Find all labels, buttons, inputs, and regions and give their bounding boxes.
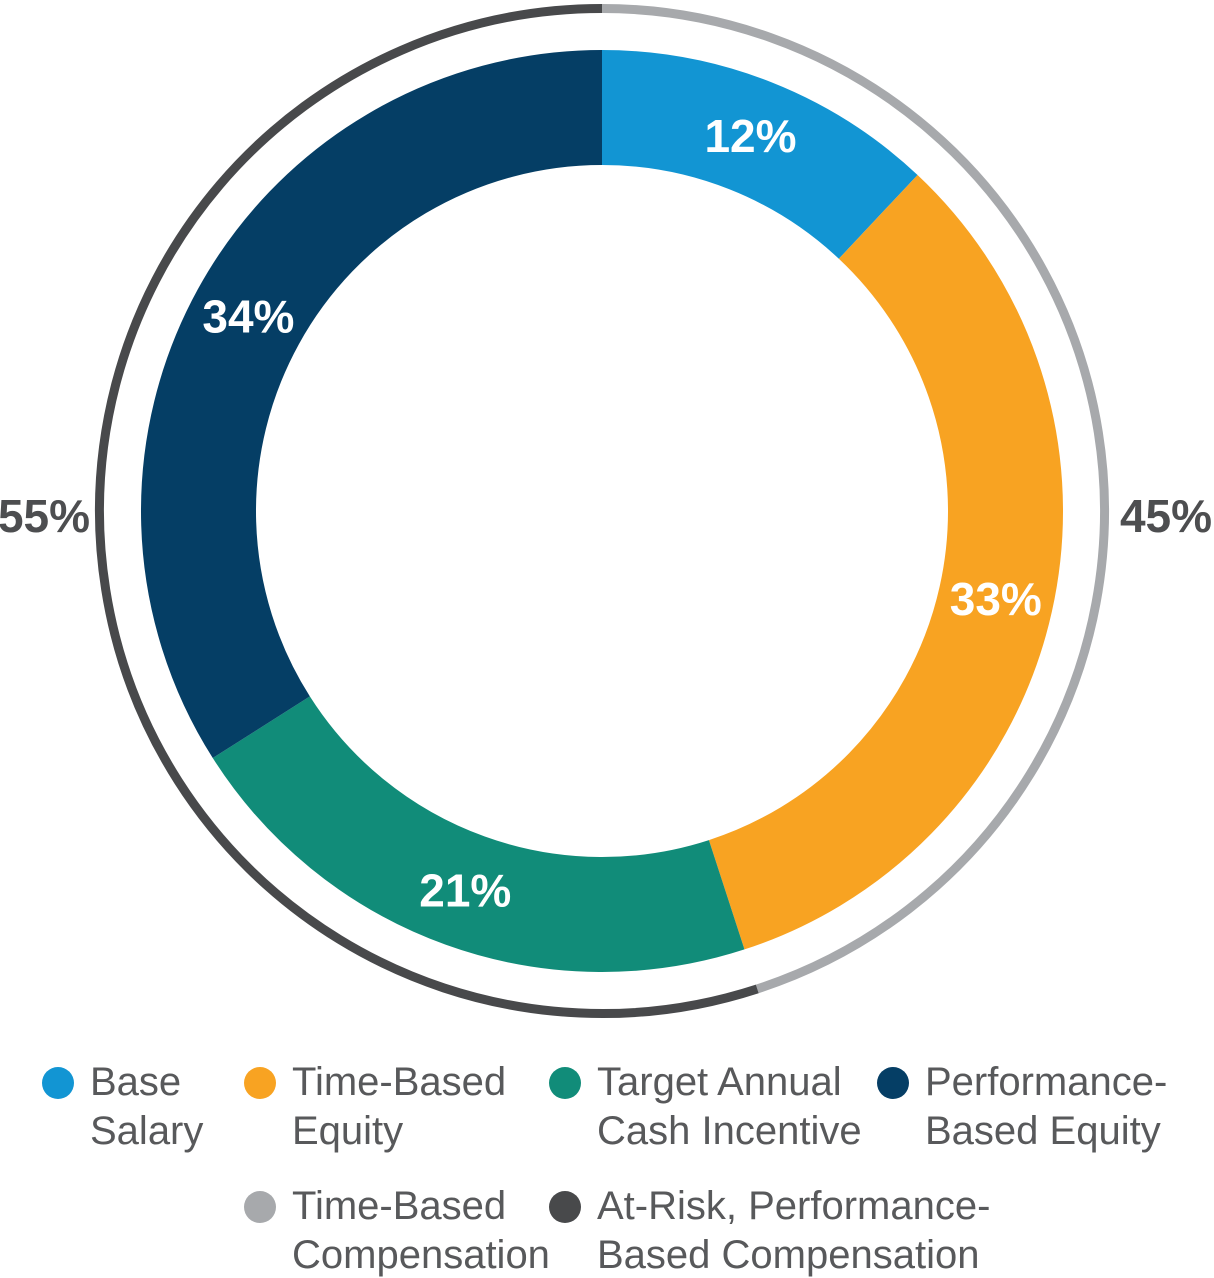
outer-ring-segment-0 — [601, 4, 1109, 994]
legend-swatch-time-based-compensation-icon — [244, 1191, 276, 1223]
legend-swatch-at-risk-performance-based-compensation-icon — [549, 1191, 581, 1223]
legend-item-at-risk-performance-based-compensation: At-Risk, Performance- Based Compensation — [549, 1182, 990, 1278]
legend-label-time-based-equity-line2: Equity — [292, 1109, 404, 1153]
legend-label-time-based-compensation-line1: Time-Based — [292, 1184, 507, 1228]
legend-label-target-annual-cash-incentive-line1: Target Annual — [597, 1060, 842, 1104]
outer-ring-value-left: 55% — [0, 490, 91, 542]
donut-segment-value-0: 12% — [704, 110, 796, 162]
outer-ring-value-right: 45% — [1119, 490, 1213, 542]
legend-label-base-salary-line2: Salary — [90, 1109, 204, 1153]
donut-segment-0 — [601, 50, 918, 260]
legend-swatch-target-annual-cash-incentive-icon — [549, 1067, 581, 1099]
legend-item-base-salary: Base Salary — [42, 1058, 203, 1156]
donut-segment-3 — [141, 50, 603, 758]
legend-label-performance-based-equity-line1: Performance- — [925, 1060, 1168, 1104]
legend-item-time-based-equity: Time-Based Equity — [244, 1058, 506, 1156]
legend-item-target-annual-cash-incentive: Target Annual Cash Incentive — [549, 1058, 862, 1156]
legend-label-time-based-equity-line1: Time-Based — [292, 1060, 507, 1104]
legend-swatch-time-based-equity-icon — [244, 1067, 276, 1099]
donut-segment-1 — [708, 174, 1063, 950]
legend-swatch-performance-based-equity-icon — [877, 1067, 909, 1099]
legend-label-base-salary-line1: Base — [90, 1060, 182, 1104]
legend-label-time-based-compensation-line2: Compensation — [292, 1233, 550, 1277]
outer-ring-segment-1 — [95, 4, 759, 1018]
legend-label-at-risk-line2: Based Compensation — [597, 1233, 980, 1277]
donut-segment-value-1: 33% — [950, 573, 1042, 625]
legend-item-time-based-compensation: Time-Based Compensation — [244, 1182, 550, 1278]
donut-chart-canvas: 12% 33% 21% 34% — [95, 4, 1109, 1018]
legend-swatch-base-salary-icon — [42, 1067, 74, 1099]
legend-label-performance-based-equity-line2: Based Equity — [925, 1109, 1161, 1153]
legend-label-at-risk-line1: At-Risk, Performance- — [597, 1184, 991, 1228]
legend-item-performance-based-equity: Performance- Based Equity — [877, 1058, 1167, 1156]
donut-segment-2 — [212, 695, 745, 972]
donut-segment-value-2: 21% — [419, 865, 511, 917]
donut-segment-value-3: 34% — [202, 291, 294, 343]
legend-label-target-annual-cash-incentive-line2: Cash Incentive — [597, 1109, 862, 1153]
